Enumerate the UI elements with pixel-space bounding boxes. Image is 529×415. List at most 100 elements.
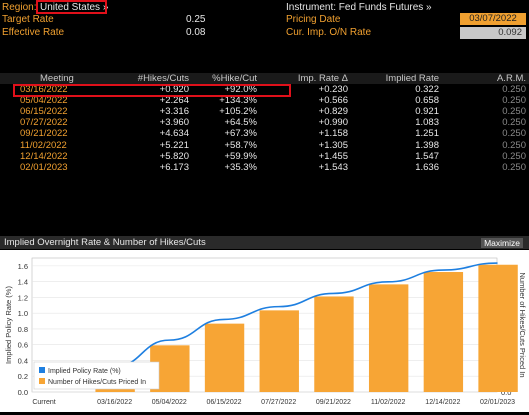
maximize-button[interactable]: Maximize xyxy=(481,238,523,248)
cell-arm: 0.250 xyxy=(502,128,526,140)
table-row[interactable]: 05/04/2022 +2.264 +134.3% +0.566 0.658 0.250 xyxy=(0,95,529,106)
cell-delta: +1.543 xyxy=(318,161,348,173)
legend-swatch-hikes xyxy=(39,378,45,384)
table-row[interactable]: 03/16/2022 +0.920 +92.0% +0.230 0.322 0.250 xyxy=(0,84,529,95)
legend-label-hikes: Number of Hikes/Cuts Priced In xyxy=(48,379,146,386)
x-tick-label: 02/01/2023 xyxy=(480,399,515,406)
table-row[interactable]: 12/14/2022 +5.820 +59.9% +1.455 1.547 0.250 xyxy=(0,151,529,162)
x-tick-label: 06/15/2022 xyxy=(206,399,241,406)
cell-delta: +0.230 xyxy=(318,84,348,96)
cell-arm: 0.250 xyxy=(502,95,526,107)
cell-rate: 1.251 xyxy=(415,128,439,140)
bar-hikes xyxy=(423,272,464,392)
col-pct[interactable]: %Hike/Cut xyxy=(212,73,257,84)
cur-imp-rate-field[interactable]: 0.092 xyxy=(460,27,526,39)
x-tick-label: 07/27/2022 xyxy=(261,399,296,406)
cell-pct: +67.3% xyxy=(224,128,258,140)
cell-meeting: 03/16/2022 xyxy=(20,84,68,96)
x-tick-label: Current xyxy=(32,399,55,406)
cell-rate: 1.636 xyxy=(415,161,439,173)
cell-pct: +105.2% xyxy=(219,106,257,118)
y-axis-title: Implied Policy Rate (%) xyxy=(4,286,13,364)
x-tick-label: 05/04/2022 xyxy=(152,399,187,406)
region-highlight-box xyxy=(36,0,107,14)
cell-rate: 1.083 xyxy=(415,117,439,129)
bar-hikes xyxy=(368,284,409,392)
cell-meeting: 02/01/2023 xyxy=(20,161,68,173)
cell-hikes: +3.316 xyxy=(159,106,189,118)
cur-imp-rate-label: Cur. Imp. O/N Rate xyxy=(286,27,372,38)
cell-rate: 0.921 xyxy=(415,106,439,118)
cell-meeting: 07/27/2022 xyxy=(20,117,68,129)
bar-hikes xyxy=(204,323,245,392)
cell-pct: +35.3% xyxy=(224,161,258,173)
bar-hikes xyxy=(478,264,518,392)
cell-pct: +59.9% xyxy=(224,150,258,162)
y-tick-label: 0.6 xyxy=(18,341,28,350)
cell-pct: +134.3% xyxy=(219,95,257,107)
cell-arm: 0.250 xyxy=(502,139,526,151)
cell-hikes: +6.173 xyxy=(159,161,189,173)
pricing-date-field[interactable]: 03/07/2022 xyxy=(460,13,526,25)
y-tick-label: 1.0 xyxy=(18,309,28,318)
target-rate-label: Target Rate xyxy=(2,14,54,25)
x-tick-label: 09/21/2022 xyxy=(316,399,351,406)
col-arm[interactable]: A.R.M. xyxy=(496,73,526,84)
instrument-selector[interactable]: Instrument: Fed Funds Futures » xyxy=(286,2,432,13)
cell-hikes: +3.960 xyxy=(159,117,189,129)
table-row[interactable]: 02/01/2023 +6.173 +35.3% +1.543 1.636 0.250 xyxy=(0,162,529,173)
cell-delta: +1.455 xyxy=(318,150,348,162)
cell-delta: +0.566 xyxy=(318,95,348,107)
cell-hikes: +0.920 xyxy=(159,84,189,96)
bar-hikes xyxy=(314,296,354,392)
target-rate-value: 0.25 xyxy=(186,14,206,25)
col-hikes[interactable]: #Hikes/Cuts xyxy=(137,73,189,84)
cell-arm: 0.250 xyxy=(502,161,526,173)
cell-hikes: +5.820 xyxy=(159,150,189,162)
cell-delta: +0.829 xyxy=(318,106,348,118)
cell-hikes: +4.634 xyxy=(159,128,189,140)
cell-hikes: +2.264 xyxy=(159,95,189,107)
effective-rate-label: Effective Rate xyxy=(2,27,65,38)
y-tick-label: 0.0 xyxy=(18,388,28,397)
cell-arm: 0.250 xyxy=(502,84,526,96)
cell-arm: 0.250 xyxy=(502,117,526,129)
pricing-date-label: Pricing Date xyxy=(286,14,341,25)
meetings-table: Meeting #Hikes/Cuts %Hike/Cut Imp. Rate … xyxy=(0,73,529,173)
legend-swatch-rate xyxy=(39,367,45,373)
cell-hikes: +5.221 xyxy=(159,139,189,151)
y2-axis-title: Number of Hikes/Cuts Priced In xyxy=(518,272,527,377)
x-tick-label: 11/02/2022 xyxy=(371,399,406,406)
chart-title: Implied Overnight Rate & Number of Hikes… xyxy=(4,237,206,248)
cell-meeting: 06/15/2022 xyxy=(20,106,68,118)
table-row[interactable]: 06/15/2022 +3.316 +105.2% +0.829 0.921 0.250 xyxy=(0,106,529,117)
x-tick-label: 03/16/2022 xyxy=(97,399,132,406)
y-tick-label: 1.2 xyxy=(18,293,28,302)
chart-area: 0.00.20.40.60.81.01.21.41.60.01.02.03.04… xyxy=(0,250,529,412)
hikes-rate-chart: 0.00.20.40.60.81.01.21.41.60.01.02.03.04… xyxy=(4,257,527,406)
legend-box xyxy=(33,361,160,390)
cell-delta: +0.990 xyxy=(318,117,348,129)
table-row[interactable]: 09/21/2022 +4.634 +67.3% +1.158 1.251 0.250 xyxy=(0,128,529,139)
cell-pct: +64.5% xyxy=(224,117,258,129)
legend-label-rate: Implied Policy Rate (%) xyxy=(48,368,121,375)
y-tick-label: 1.6 xyxy=(18,262,28,271)
col-delta[interactable]: Imp. Rate Δ xyxy=(297,73,348,84)
cell-rate: 1.547 xyxy=(415,150,439,162)
cell-meeting: 11/02/2022 xyxy=(20,139,67,151)
cell-pct: +92.0% xyxy=(224,84,258,96)
table-row[interactable]: 11/02/2022 +5.221 +58.7% +1.305 1.398 0.250 xyxy=(0,140,529,151)
cell-delta: +1.305 xyxy=(318,139,348,151)
cell-arm: 0.250 xyxy=(502,150,526,162)
table-row[interactable]: 07/27/2022 +3.960 +64.5% +0.990 1.083 0.250 xyxy=(0,117,529,128)
cell-meeting: 12/14/2022 xyxy=(20,150,68,162)
region-selector[interactable]: United States » xyxy=(40,2,109,13)
chart-title-bar: Implied Overnight Rate & Number of Hikes… xyxy=(0,236,529,249)
col-meeting[interactable]: Meeting xyxy=(40,73,74,84)
effective-rate-value: 0.08 xyxy=(186,27,206,38)
y-tick-label: 0.4 xyxy=(18,356,28,365)
table-header-row: Meeting #Hikes/Cuts %Hike/Cut Imp. Rate … xyxy=(0,73,529,85)
row-highlight-box xyxy=(13,84,291,97)
y-tick-label: 0.2 xyxy=(18,372,28,381)
col-implied-rate[interactable]: Implied Rate xyxy=(385,73,439,84)
